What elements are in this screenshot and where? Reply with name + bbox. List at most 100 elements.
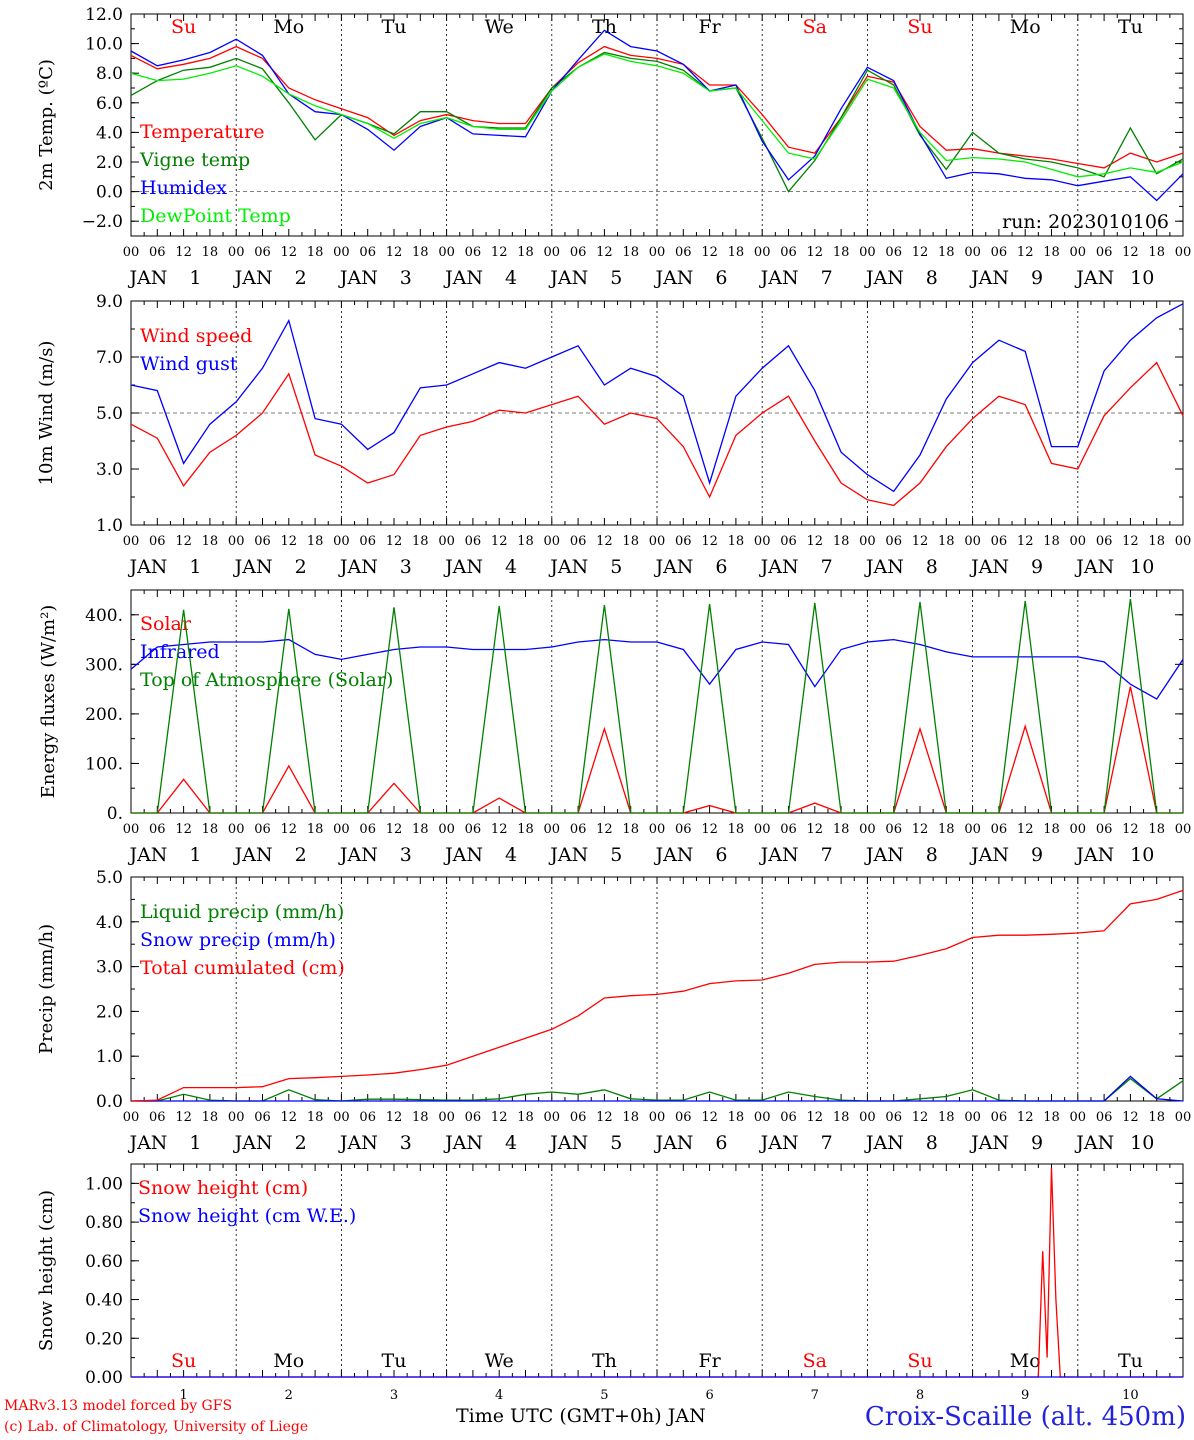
y-tick-label: 7.0 bbox=[96, 348, 123, 368]
hour-tick-label: 00 bbox=[438, 1110, 455, 1125]
day-label: 4 bbox=[505, 267, 517, 289]
hour-tick-label: 12 bbox=[807, 245, 824, 260]
hour-tick-label: 00 bbox=[228, 534, 245, 549]
hour-tick-label: 18 bbox=[307, 245, 324, 260]
weekday-label: Mo bbox=[1010, 16, 1041, 38]
hour-tick-label: 18 bbox=[833, 822, 850, 837]
y-tick-label: 0.40 bbox=[85, 1291, 123, 1311]
hour-tick-label: 00 bbox=[964, 1110, 981, 1125]
hour-tick-label: 06 bbox=[359, 822, 376, 837]
day-label: 2 bbox=[295, 556, 307, 578]
hour-tick-label: 00 bbox=[1070, 245, 1087, 260]
hour-tick-label: 18 bbox=[1043, 1110, 1060, 1125]
legend-entry: Liquid precip (mm/h) bbox=[140, 901, 344, 923]
y-tick-label: 2.0 bbox=[96, 153, 123, 173]
day-label: 3 bbox=[400, 844, 412, 866]
hour-tick-label: 00 bbox=[438, 534, 455, 549]
day-label: 5 bbox=[610, 844, 622, 866]
panel-5: 1.00 0.80 0.60 0.40 0.20 0.00 Snow height (cm)… bbox=[36, 1163, 1184, 1403]
day-label: 6 bbox=[715, 267, 727, 289]
day-label: 9 bbox=[1031, 1132, 1043, 1154]
hour-tick-label: 00 bbox=[1175, 534, 1192, 549]
day-label: 1 bbox=[179, 1388, 187, 1403]
hour-tick-label: 12 bbox=[281, 534, 298, 549]
hour-tick-label: 12 bbox=[701, 245, 718, 260]
hour-tick-label: 12 bbox=[596, 534, 613, 549]
hour-tick-label: 12 bbox=[596, 822, 613, 837]
month-label: JAN bbox=[338, 1132, 378, 1154]
hour-tick-label: 18 bbox=[412, 1110, 429, 1125]
series-line bbox=[130, 303, 1184, 493]
series-line bbox=[130, 889, 1184, 1102]
hour-tick-label: 18 bbox=[728, 822, 745, 837]
month-label: JAN bbox=[653, 844, 693, 866]
hour-tick-label: 12 bbox=[175, 245, 192, 260]
hour-tick-label: 12 bbox=[386, 822, 403, 837]
hour-tick-label: 06 bbox=[885, 245, 902, 260]
hour-tick-label: 18 bbox=[202, 245, 219, 260]
day-label: 7 bbox=[821, 267, 833, 289]
hour-tick-label: 00 bbox=[649, 534, 666, 549]
hour-tick-label: 06 bbox=[570, 1110, 587, 1125]
hour-tick-label: 18 bbox=[938, 822, 955, 837]
month-label: JAN bbox=[548, 844, 588, 866]
y-tick-label: 0.0 bbox=[96, 183, 123, 203]
hour-tick-label: 06 bbox=[780, 822, 797, 837]
hour-tick-label: 06 bbox=[254, 534, 271, 549]
hour-tick-label: 18 bbox=[202, 534, 219, 549]
weekday-label: Tu bbox=[382, 16, 407, 38]
weekday-label: Sa bbox=[803, 16, 827, 38]
hour-tick-label: 18 bbox=[517, 245, 534, 260]
hour-tick-label: 00 bbox=[754, 245, 771, 260]
day-label: 9 bbox=[1031, 844, 1043, 866]
series-line bbox=[130, 45, 1184, 169]
weekday-label: We bbox=[485, 16, 514, 38]
series-line bbox=[130, 638, 1184, 700]
hour-tick-label: 06 bbox=[359, 1110, 376, 1125]
hour-tick-label: 18 bbox=[1043, 822, 1060, 837]
month-label: JAN bbox=[653, 267, 693, 289]
hour-tick-label: 06 bbox=[570, 822, 587, 837]
hour-tick-label: 06 bbox=[149, 1110, 166, 1125]
month-label: JAN bbox=[1074, 556, 1114, 578]
hour-tick-label: 12 bbox=[912, 245, 929, 260]
month-label: JAN bbox=[653, 1132, 693, 1154]
day-label: 1 bbox=[189, 556, 201, 578]
legend-entry: Temperature bbox=[140, 121, 264, 143]
hour-tick-label: 00 bbox=[123, 1110, 140, 1125]
y-tick-label: 4.0 bbox=[96, 123, 123, 143]
hour-tick-label: 06 bbox=[149, 822, 166, 837]
hour-tick-label: 18 bbox=[307, 822, 324, 837]
y-tick-label: 6.0 bbox=[96, 94, 123, 114]
hour-tick-label: 00 bbox=[1175, 822, 1192, 837]
month-label: JAN bbox=[864, 556, 904, 578]
hour-tick-label: 00 bbox=[333, 822, 350, 837]
day-label: 8 bbox=[926, 556, 938, 578]
hour-tick-label: 12 bbox=[491, 1110, 508, 1125]
hour-tick-label: 00 bbox=[859, 822, 876, 837]
day-label: 8 bbox=[926, 267, 938, 289]
legend-entry: Total cumulated (cm) bbox=[140, 957, 345, 979]
day-label: 10 bbox=[1130, 556, 1154, 578]
hour-tick-label: 06 bbox=[1096, 822, 1113, 837]
month-label: JAN bbox=[233, 1132, 273, 1154]
month-label: JAN bbox=[759, 267, 799, 289]
hour-tick-label: 12 bbox=[701, 1110, 718, 1125]
hour-tick-label: 00 bbox=[544, 822, 561, 837]
day-label: 9 bbox=[1031, 267, 1043, 289]
hour-tick-label: 00 bbox=[1070, 1110, 1087, 1125]
day-label: 2 bbox=[295, 267, 307, 289]
legend-entry: Wind speed bbox=[140, 325, 252, 347]
weekday-label: Mo bbox=[273, 1350, 304, 1372]
legend-entry: Solar bbox=[140, 613, 192, 635]
day-label: 5 bbox=[610, 556, 622, 578]
month-label: JAN bbox=[127, 267, 167, 289]
legend-entry: Infrared bbox=[140, 641, 220, 663]
hour-tick-label: 12 bbox=[912, 534, 929, 549]
y-tick-label: 1.0 bbox=[96, 1047, 123, 1067]
y-axis-label: Energy fluxes (W/m²) bbox=[38, 605, 59, 799]
hour-tick-label: 12 bbox=[281, 245, 298, 260]
hour-tick-label: 06 bbox=[675, 1110, 692, 1125]
